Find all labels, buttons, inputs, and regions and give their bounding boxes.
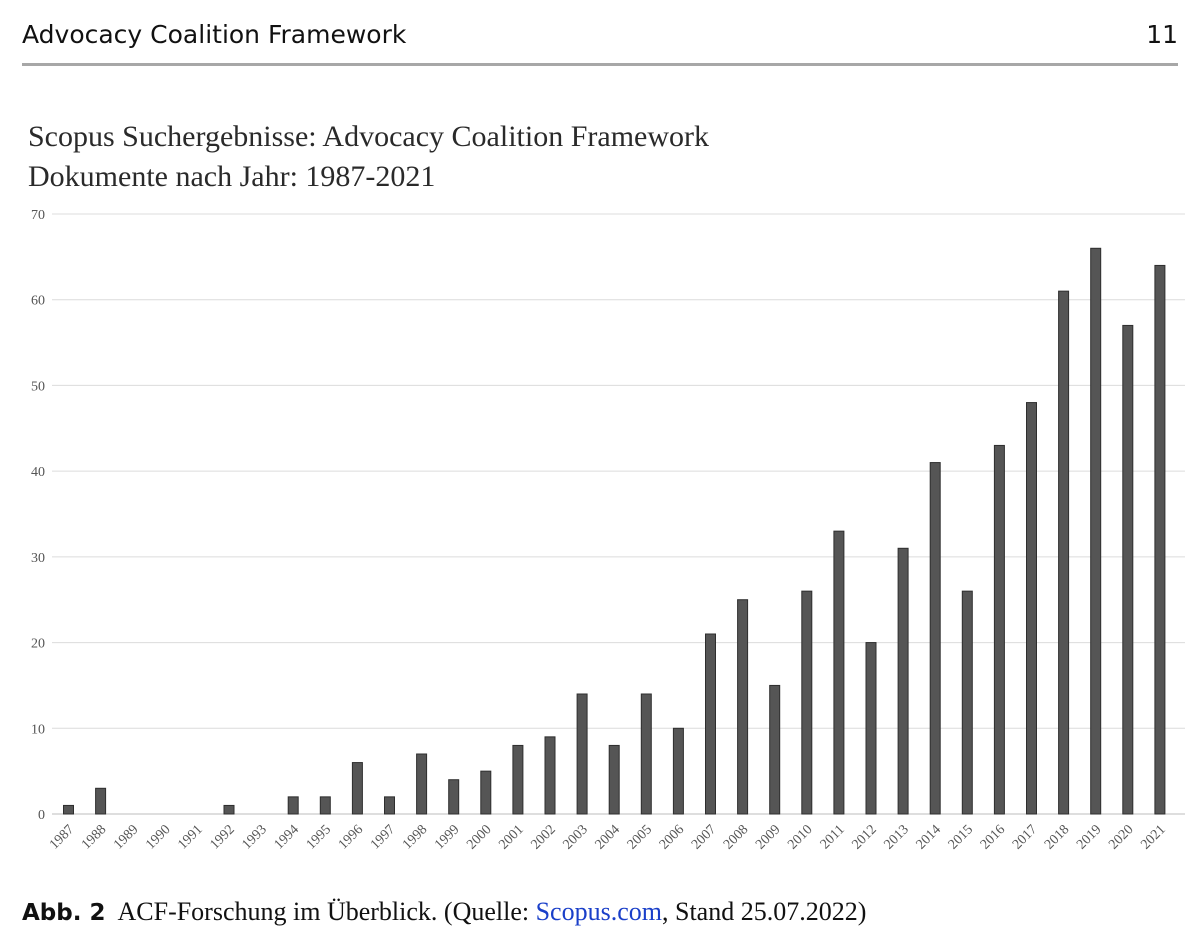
bar-2014 [929,462,941,815]
x-tick-label: 2012 [849,822,879,852]
page-number: 11 [1146,19,1178,49]
x-tick-label: 1999 [432,822,462,852]
x-tick-label: 2016 [978,822,1008,852]
x-tick-label: 2008 [721,822,751,852]
x-tick-label: 1996 [336,822,366,852]
chart-title: Scopus Suchergebnisse: Advocacy Coalitio… [28,120,710,153]
x-tick-label: 2000 [464,822,494,852]
y-axis: 0 10 20 30 40 50 60 70 [31,208,45,823]
x-tick-label: 2011 [818,822,848,852]
bar-1987 [63,804,74,815]
x-tick-label: 2002 [528,822,558,852]
bar-2003 [576,693,588,815]
y-tick-label: 70 [31,208,45,223]
bar-1988 [95,787,107,815]
x-tick-label: 2021 [1138,822,1168,852]
running-head: Advocacy Coalition Framework 11 [22,14,1178,54]
x-tick-label: 2009 [753,822,783,852]
header-rule [22,63,1178,66]
bar-2005 [640,693,652,815]
x-tick-label: 2015 [946,822,976,852]
bar-2001 [512,744,524,815]
bar-2013 [897,547,909,815]
caption-label: Abb. 2 [22,900,106,926]
bar-2006 [672,727,684,815]
bar-2019 [1090,247,1102,815]
bar-2018 [1058,290,1070,815]
chart-bars [63,247,1166,815]
bar-2020 [1122,324,1134,815]
x-axis: 1987 1988 1989 1990 1991 1992 1993 1994 1995 1996… [47,822,1169,852]
bar-1999 [448,779,460,815]
x-tick-label: 2017 [1010,822,1040,852]
x-tick-label: 1990 [143,822,173,852]
x-tick-label: 2003 [561,822,591,852]
x-tick-label: 1988 [79,822,109,852]
bar-2011 [833,530,845,815]
caption-text-after: , Stand 25.07.2022) [661,897,867,926]
y-tick-label: 60 [31,294,45,309]
running-title: Advocacy Coalition Framework [22,19,407,49]
bar-2016 [993,444,1005,815]
bar-1997 [384,796,395,815]
x-tick-label: 1997 [368,822,398,852]
bar-2012 [865,642,877,815]
x-tick-label: 2005 [625,822,655,852]
x-tick-label: 2018 [1042,822,1072,852]
bar-2009 [769,684,781,815]
chart-title-block: Scopus Suchergebnisse: Advocacy Coalitio… [28,117,1178,197]
bar-2004 [608,744,620,815]
y-tick-label: 0 [38,808,45,823]
bar-1995 [319,796,331,815]
y-tick-label: 30 [31,551,45,566]
x-tick-label: 1994 [272,822,302,852]
bar-2021 [1154,264,1166,815]
x-tick-label: 2019 [1074,822,1104,852]
bar-2008 [737,599,749,815]
bar-2017 [1026,402,1037,815]
bar-1998 [416,753,428,815]
y-tick-label: 50 [31,379,45,394]
x-tick-label: 1992 [207,822,237,852]
bar-2000 [480,770,492,815]
bar-2010 [801,590,813,815]
x-tick-label: 1995 [304,822,334,852]
x-tick-label: 1987 [47,822,77,852]
caption-text-before: ACF-Forschung im Überblick. (Quelle: [117,897,536,926]
chart-grid [52,213,1185,815]
x-tick-label: 2007 [689,822,719,852]
x-tick-label: 2006 [657,822,687,852]
x-tick-label: 2020 [1106,822,1136,852]
bar-1996 [351,762,363,815]
x-tick-label: 1989 [111,822,141,852]
x-tick-label: 2004 [593,822,623,852]
y-tick-label: 20 [31,637,45,652]
x-tick-label: 1993 [240,822,270,852]
bar-2007 [705,633,716,815]
bar-2002 [544,736,556,815]
chart-subtitle: Dokumente nach Jahr: 1987-2021 [28,160,436,193]
x-tick-label: 1998 [400,822,430,852]
x-tick-label: 1991 [175,822,205,852]
x-tick-label: 2001 [496,822,526,852]
bar-2015 [961,590,973,815]
bar-chart: 0 10 20 30 40 50 60 70 1987 1988 1989 1990 1991 1992… [31,208,1185,853]
figure-caption: Abb. 2 ACF-Forschung im Überblick. (Quell… [22,897,1182,927]
x-tick-label: 2014 [914,822,944,852]
bar-1992 [223,804,235,815]
bar-1994 [287,796,299,815]
y-tick-label: 10 [31,722,45,737]
x-tick-label: 2010 [785,822,815,852]
y-tick-label: 40 [31,465,45,480]
caption-source-link[interactable]: Scopus.com [535,897,662,926]
x-tick-label: 2013 [882,822,912,852]
